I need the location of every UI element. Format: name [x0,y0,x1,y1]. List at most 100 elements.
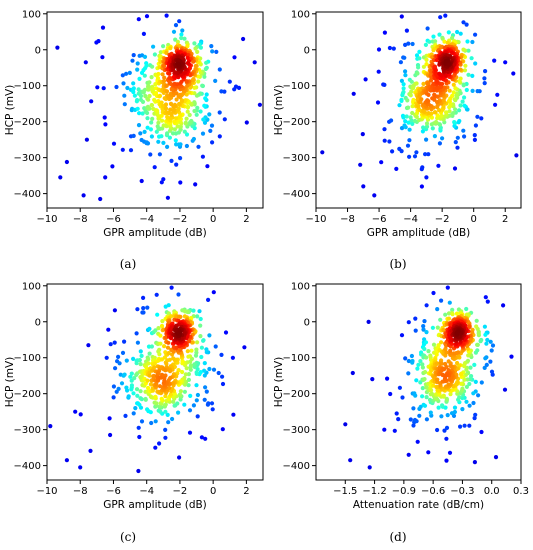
point [184,143,189,149]
point [473,123,478,128]
point [195,105,200,110]
point [202,103,207,108]
point [490,343,496,348]
point [458,31,463,36]
y-tick-label: −100 [14,353,41,364]
point [382,30,387,35]
point [159,134,164,139]
point [483,295,488,300]
point [213,344,218,349]
point [88,448,93,453]
point [139,419,145,424]
point [503,60,508,65]
point [399,333,405,338]
point [169,158,174,163]
point [161,64,167,69]
x-tick-label: −0.6 [421,486,445,497]
point [455,145,460,150]
point [444,350,449,355]
point [163,402,168,407]
x-tick-label: 0.3 [513,486,529,497]
point [447,105,452,110]
point [204,389,209,394]
point [439,340,444,345]
point [443,60,448,65]
point [252,60,257,65]
point [181,71,186,76]
point [207,366,212,372]
point [435,427,440,433]
point [117,361,122,366]
point [472,133,477,138]
point [420,165,425,170]
panel-d: −1.5 −1.2 −0.9 −0.6 −0.3 0.0 0.3 −400 −300 −200 −1… [273,281,529,544]
point [168,101,174,106]
point [135,98,140,103]
x-tick-label: −0.3 [450,486,474,497]
point [442,428,447,433]
point [103,122,108,127]
point [421,108,426,114]
point [468,365,473,370]
point [436,343,441,348]
point [84,137,89,142]
point [180,369,185,375]
point [202,361,207,366]
point [473,412,478,417]
point [432,92,437,97]
point [122,102,127,107]
y-tick-label: 0 [35,45,41,56]
point [173,23,179,28]
point [514,153,519,158]
point [144,14,150,19]
point [138,93,144,99]
point [482,324,487,329]
point [399,126,405,131]
point [232,55,237,60]
point [176,292,181,297]
point [193,63,198,69]
point [462,95,467,100]
y-tick-label: 100 [22,9,41,20]
point [470,39,475,45]
point [455,331,460,336]
axes-b: −10 −8 −6 −4 −2 0 2 −400 −300 −200 −100 0 100 GPR amp… [273,9,522,239]
point [158,333,163,338]
point [440,403,445,408]
point [408,115,413,120]
point [382,427,387,432]
point [493,455,499,460]
point [184,92,189,97]
point [175,39,180,45]
point [211,367,217,372]
point [424,137,429,142]
point [464,87,469,93]
point [135,67,140,72]
x-axis-label: GPR amplitude (dB) [103,227,207,239]
point [146,87,151,92]
point [187,430,193,435]
point [141,295,146,300]
y-tick-label: −300 [14,153,41,164]
point [139,397,144,402]
point [170,131,176,136]
point [163,304,168,309]
point [146,97,151,102]
point [198,334,203,339]
point [193,182,198,187]
point [435,307,440,312]
y-tick-label: −300 [283,425,310,436]
point [156,71,161,77]
y-tick-label: −200 [14,117,41,128]
point [161,177,166,182]
point [257,102,262,107]
point [205,164,210,169]
point [141,31,146,36]
point [219,89,224,94]
point [153,445,158,450]
point [130,58,135,63]
point [89,99,94,104]
point [175,124,180,129]
plot-frame [315,283,522,481]
axes-a: −10 −8 −6 −4 −2 0 2 −400 −300 −200 −100 0 100 GPR amp… [4,9,264,239]
